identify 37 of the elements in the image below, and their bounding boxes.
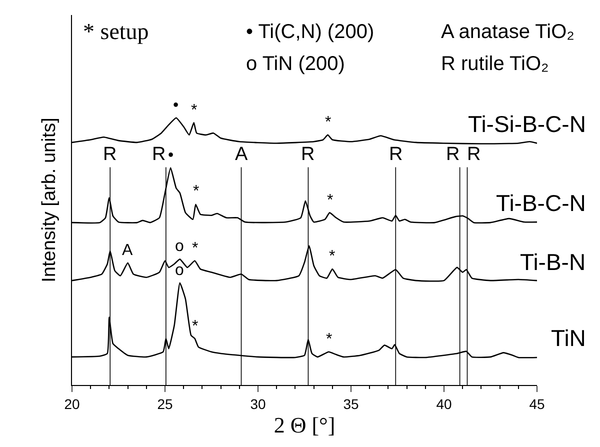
ref-line-label: R: [389, 144, 403, 165]
text: A anatase TiO₂: [441, 21, 574, 43]
annotation: *: [326, 331, 332, 348]
annotation: *: [193, 183, 200, 200]
annotation: A: [122, 242, 133, 259]
text: * setup: [83, 19, 149, 44]
x-tick-label: 20: [64, 396, 80, 412]
annotation: o: [175, 238, 184, 255]
annotation: *: [192, 318, 198, 335]
annotation: •: [173, 97, 179, 114]
x-tick-label: 30: [250, 396, 266, 412]
x-tick-label: 35: [343, 396, 359, 412]
ref-line-label: R: [446, 144, 460, 165]
x-tick-label: 25: [157, 396, 173, 412]
text: • Ti(C,N) (200): [246, 21, 374, 43]
annotation: *: [192, 240, 198, 257]
annotation: *: [325, 114, 332, 131]
ref-line-label: R: [103, 144, 117, 165]
series-label: Ti-B-N: [520, 249, 586, 275]
annotation: *: [191, 102, 198, 119]
annotation: *: [327, 192, 334, 209]
text: R rutile TiO₂: [441, 53, 549, 75]
series-label: Ti-B-C-N: [496, 190, 586, 216]
ref-line-label: R: [152, 144, 166, 165]
series-label: TiN: [551, 325, 586, 351]
x-axis-title: 2 Θ [°]: [274, 412, 336, 438]
y-axis-title: Intensity [arb. units]: [38, 118, 60, 282]
text: o TiN (200): [246, 53, 345, 75]
annotation: o: [175, 262, 184, 279]
ref-line-label: A: [235, 144, 248, 165]
annotation: *: [329, 248, 336, 265]
x-tick-label: 40: [436, 396, 452, 412]
ref-line-label: R: [301, 144, 315, 165]
series-label: Ti-Si-B-C-N: [468, 111, 586, 137]
ref-line-label: R: [467, 144, 481, 165]
annotation: •: [168, 147, 174, 164]
x-tick-label: 45: [529, 396, 545, 412]
